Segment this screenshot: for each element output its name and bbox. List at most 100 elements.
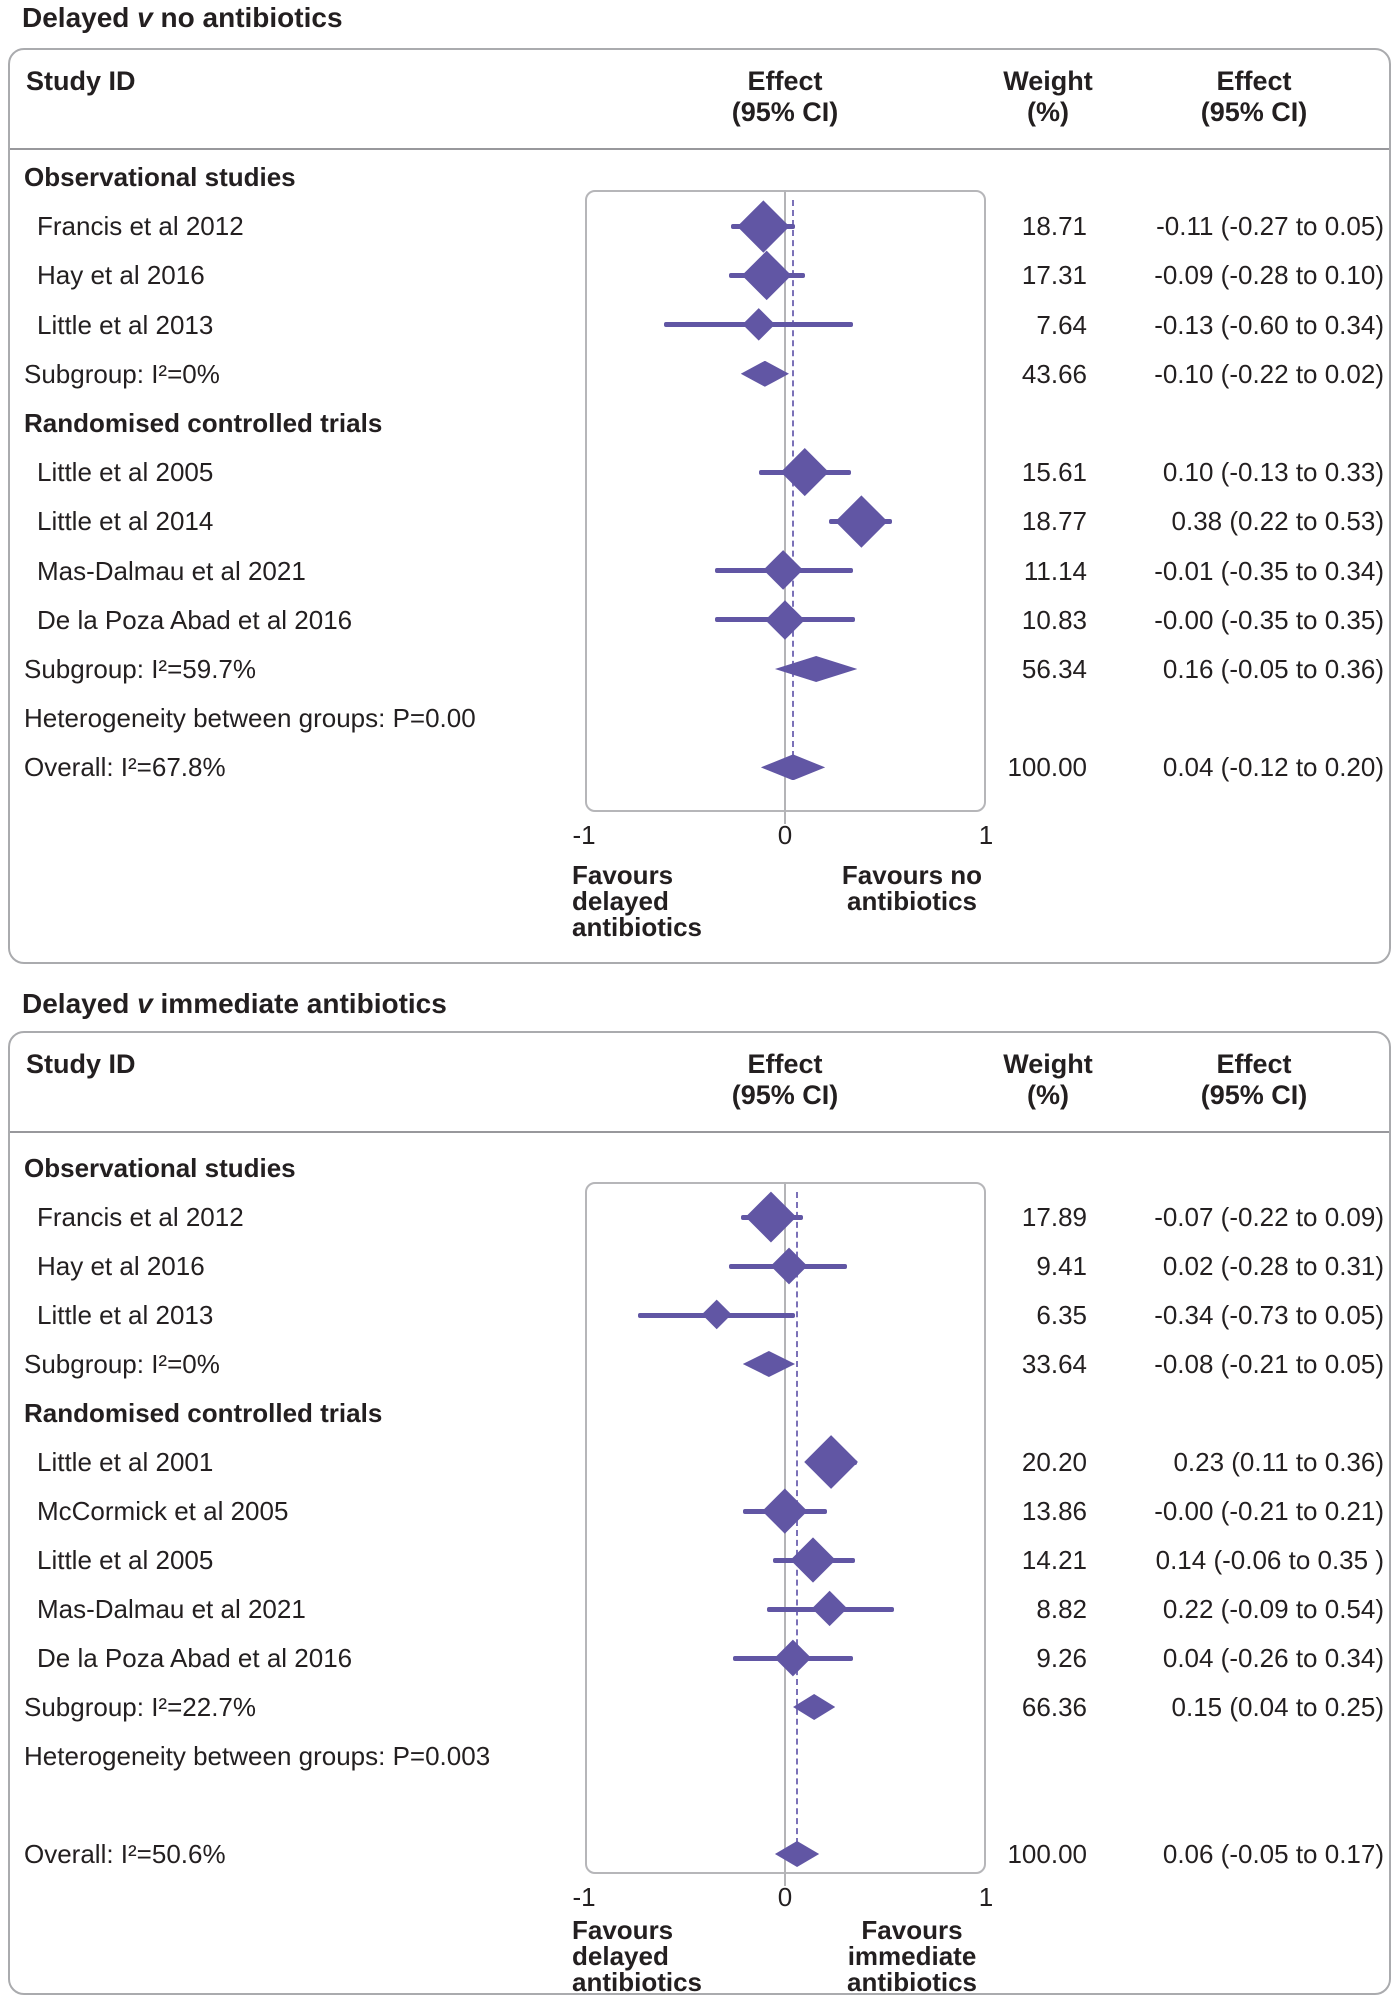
panel2-title-pre: Delayed bbox=[22, 988, 138, 1019]
subgroup-label: Subgroup: I²=0% bbox=[24, 1349, 220, 1379]
column-header-effect-ci-line2: (95% CI) bbox=[1200, 1080, 1308, 1110]
favours-left-label: delayed bbox=[572, 1941, 669, 1971]
weight-value: 33.64 bbox=[1021, 1349, 1087, 1379]
column-header-weight-line1: Weight bbox=[1003, 1049, 1093, 1079]
panel2-title-post: immediate antibiotics bbox=[152, 988, 447, 1019]
favours-right-label: antibiotics bbox=[846, 886, 977, 916]
effect-ci-value: -0.00 (-0.21 to 0.21) bbox=[1154, 1496, 1384, 1526]
heterogeneity-note: Heterogeneity between groups: P=0.003 bbox=[24, 1741, 491, 1771]
x-axis-tick-label: 0 bbox=[777, 820, 793, 850]
column-header-effect-ci: Effect (95% CI) bbox=[1134, 66, 1374, 128]
column-header-weight-line2: (%) bbox=[1027, 97, 1069, 127]
effect-ci-value: 0.22 (-0.09 to 0.54) bbox=[1162, 1594, 1384, 1624]
effect-ci-value: 0.16 (-0.05 to 0.36) bbox=[1162, 654, 1384, 684]
weight-value: 56.34 bbox=[1021, 654, 1087, 684]
favours-left-label: delayed bbox=[572, 886, 669, 916]
subgroup-label: Subgroup: I²=22.7% bbox=[24, 1692, 256, 1722]
effect-ci-value: 0.04 (-0.26 to 0.34) bbox=[1162, 1643, 1384, 1673]
subgroup-label: Subgroup: I²=59.7% bbox=[24, 654, 256, 684]
weight-value: 8.82 bbox=[1036, 1594, 1087, 1624]
weight-value: 11.14 bbox=[1023, 555, 1087, 586]
x-axis-tick-label: -1 bbox=[572, 820, 596, 850]
study-label: Little et al 2014 bbox=[37, 506, 214, 537]
weight-value: 100.00 bbox=[1007, 1839, 1087, 1869]
overall-label: Overall: I²=67.8% bbox=[24, 752, 226, 783]
effect-ci-value: -0.08 (-0.21 to 0.05) bbox=[1154, 1349, 1384, 1379]
effect-ci-value: 0.04 (-0.12 to 0.20) bbox=[1162, 752, 1384, 783]
weight-value: 100.00 bbox=[1007, 752, 1087, 783]
header-separator bbox=[10, 148, 1389, 150]
x-axis-tick-label: 1 bbox=[978, 820, 994, 850]
weight-value: 6.35 bbox=[1036, 1300, 1087, 1330]
panel2-title: Delayed v immediate antibiotics bbox=[22, 988, 447, 1020]
study-label: Mas-Dalmau et al 2021 bbox=[37, 1594, 306, 1624]
column-header-effect-plot: Effect (95% CI) bbox=[665, 1049, 905, 1111]
column-header-study-id: Study ID bbox=[26, 1049, 136, 1079]
effect-ci-value: -0.34 (-0.73 to 0.05) bbox=[1154, 1300, 1384, 1330]
study-label: Little et al 2001 bbox=[37, 1447, 214, 1477]
effect-ci-value: 0.23 (0.11 to 0.36) bbox=[1173, 1447, 1384, 1477]
x-axis-tick-label: 0 bbox=[777, 1882, 793, 1912]
effect-ci-value: -0.11 (-0.27 to 0.05) bbox=[1156, 211, 1384, 242]
effect-ci-value: 0.10 (-0.13 to 0.33) bbox=[1162, 457, 1384, 488]
effect-ci-value: -0.01 (-0.35 to 0.34) bbox=[1154, 555, 1384, 586]
weight-value: 17.89 bbox=[1021, 1202, 1087, 1232]
panel-delayed-v-immediate-antibiotics: Study ID Effect (95% CI) Weight (%) Effe… bbox=[8, 1031, 1391, 1995]
group-header-label: Randomised controlled trials bbox=[24, 408, 383, 438]
effect-ci-value: 0.15 (0.04 to 0.25) bbox=[1171, 1692, 1384, 1722]
panel1-title-post: no antibiotics bbox=[152, 2, 343, 33]
header-separator bbox=[10, 1131, 1389, 1133]
panel1-title-pre: Delayed bbox=[22, 2, 138, 33]
effect-ci-value: -0.13 (-0.60 to 0.34) bbox=[1154, 309, 1384, 340]
study-label: Little et al 2005 bbox=[37, 1545, 214, 1575]
weight-value: 18.77 bbox=[1021, 506, 1087, 537]
subgroup-label: Subgroup: I²=0% bbox=[24, 358, 220, 389]
group-header-label: Observational studies bbox=[24, 162, 296, 192]
effect-ci-value: -0.10 (-0.22 to 0.02) bbox=[1154, 358, 1384, 389]
favours-left-label: Favours bbox=[572, 1915, 674, 1945]
heterogeneity-note: Heterogeneity between groups: P=0.00 bbox=[24, 703, 476, 734]
effect-ci-value: 0.06 (-0.05 to 0.17) bbox=[1162, 1839, 1384, 1869]
favours-right-label: Favours no bbox=[841, 860, 983, 890]
column-header-effect-ci-line1: Effect bbox=[1216, 1049, 1292, 1079]
column-header-weight: Weight (%) bbox=[928, 1049, 1168, 1111]
weight-value: 7.64 bbox=[1036, 309, 1087, 340]
weight-value: 43.66 bbox=[1021, 358, 1087, 389]
effect-ci-value: 0.14 (-0.06 to 0.35 ) bbox=[1155, 1545, 1384, 1575]
zero-reference-line bbox=[784, 190, 786, 824]
panel1-title: Delayed v no antibiotics bbox=[22, 2, 343, 34]
column-header-effect-ci-line2: (95% CI) bbox=[1200, 97, 1308, 127]
study-label: Mas-Dalmau et al 2021 bbox=[37, 555, 306, 586]
favours-right-label: antibiotics bbox=[846, 1967, 977, 1997]
x-axis-tick-label: -1 bbox=[572, 1882, 596, 1912]
weight-value: 9.26 bbox=[1036, 1643, 1087, 1673]
study-label: Francis et al 2012 bbox=[37, 1202, 244, 1232]
column-header-effect-ci-line1: Effect bbox=[1216, 66, 1292, 96]
study-label: Hay et al 2016 bbox=[37, 1251, 205, 1281]
column-header-effect-line1: Effect bbox=[747, 1049, 823, 1079]
column-header-effect-line1: Effect bbox=[747, 66, 823, 96]
group-header-label: Observational studies bbox=[24, 1153, 296, 1183]
study-label: Hay et al 2016 bbox=[37, 260, 205, 291]
favours-left-label: Favours bbox=[572, 860, 674, 890]
panel1-title-versus: v bbox=[137, 2, 153, 33]
favours-left-label: antibiotics bbox=[572, 1967, 703, 1997]
weight-value: 66.36 bbox=[1021, 1692, 1087, 1722]
study-label: Little et al 2013 bbox=[37, 309, 214, 340]
overall-label: Overall: I²=50.6% bbox=[24, 1839, 226, 1869]
weight-value: 15.61 bbox=[1021, 457, 1087, 488]
overall-estimate-dashed-line bbox=[796, 1192, 799, 1854]
panel2-title-versus: v bbox=[137, 988, 153, 1019]
weight-value: 14.21 bbox=[1021, 1545, 1087, 1575]
study-label: Francis et al 2012 bbox=[37, 211, 244, 242]
study-label: McCormick et al 2005 bbox=[37, 1496, 289, 1526]
effect-ci-value: 0.38 (0.22 to 0.53) bbox=[1171, 506, 1384, 537]
weight-value: 18.71 bbox=[1021, 211, 1087, 242]
weight-value: 17.31 bbox=[1021, 260, 1087, 291]
panel-delayed-v-no-antibiotics: Study ID Effect (95% CI) Weight (%) Effe… bbox=[8, 48, 1391, 964]
study-label: De la Poza Abad et al 2016 bbox=[37, 604, 353, 635]
effect-ci-value: 0.02 (-0.28 to 0.31) bbox=[1162, 1251, 1384, 1281]
x-axis-tick-label: 1 bbox=[978, 1882, 994, 1912]
group-header-label: Randomised controlled trials bbox=[24, 1398, 383, 1428]
